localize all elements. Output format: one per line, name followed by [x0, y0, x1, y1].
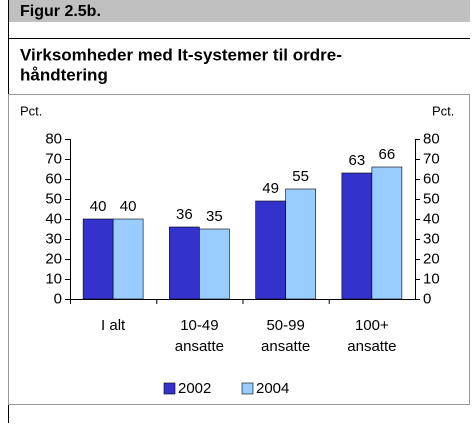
y-axis-label: Pct.	[20, 103, 42, 118]
y2-tick-label: 30	[423, 230, 440, 247]
title-line: Virksomheder med It-systemer til ordre-	[20, 45, 342, 64]
y-tick-label: 30	[45, 230, 62, 247]
value-label: 40	[90, 198, 107, 215]
y2-tick-label: 0	[423, 290, 431, 307]
value-label: 35	[206, 208, 223, 225]
x-tick-label: 10-49	[180, 317, 218, 334]
y2-tick-label: 50	[423, 190, 440, 207]
header-band	[8, 0, 470, 22]
value-label: 49	[262, 180, 279, 197]
y2-tick-label: 80	[423, 130, 440, 147]
title-line: håndtering	[20, 65, 108, 84]
y2-tick-label: 60	[423, 170, 440, 187]
value-label: 36	[176, 206, 193, 223]
y2-axis-label: Pct.	[432, 103, 454, 118]
y2-tick-label: 10	[423, 270, 440, 287]
bar	[169, 226, 200, 300]
legend-label: 2002	[178, 380, 211, 397]
y-tick-label: 60	[45, 170, 62, 187]
y-tick-label: 40	[45, 210, 62, 227]
x-tick-label: 50-99	[266, 317, 304, 334]
y2-tick-label: 20	[423, 250, 440, 267]
y-tick-label: 80	[45, 130, 62, 147]
bar	[199, 228, 230, 300]
value-label: 63	[349, 152, 366, 169]
legend-swatch	[163, 382, 176, 395]
bar	[285, 188, 316, 300]
bar	[341, 172, 373, 300]
bar	[371, 166, 403, 300]
y-tick-label: 0	[54, 290, 62, 307]
x-tick-label: 100+	[355, 317, 389, 334]
value-label: 40	[120, 198, 137, 215]
bar	[82, 218, 114, 300]
y-tick-label: 70	[45, 150, 62, 167]
value-label: 66	[379, 146, 396, 163]
legend-swatch	[241, 382, 254, 395]
chart-frame	[8, 94, 470, 405]
header: Figur 2.5b.	[20, 3, 101, 20]
bar	[112, 218, 144, 300]
y-tick-label: 10	[45, 270, 62, 287]
x-tick-label: ansatte	[347, 338, 396, 355]
y-tick-label: 20	[45, 250, 62, 267]
bar	[255, 200, 286, 300]
x-tick-label: I alt	[101, 317, 126, 334]
y2-tick-label: 40	[423, 210, 440, 227]
y-tick-label: 50	[45, 190, 62, 207]
x-tick-label: ansatte	[261, 338, 310, 355]
x-tick-label: ansatte	[175, 338, 224, 355]
legend-label: 2004	[256, 380, 289, 397]
y2-tick-label: 70	[423, 150, 440, 167]
value-label: 55	[292, 168, 309, 185]
